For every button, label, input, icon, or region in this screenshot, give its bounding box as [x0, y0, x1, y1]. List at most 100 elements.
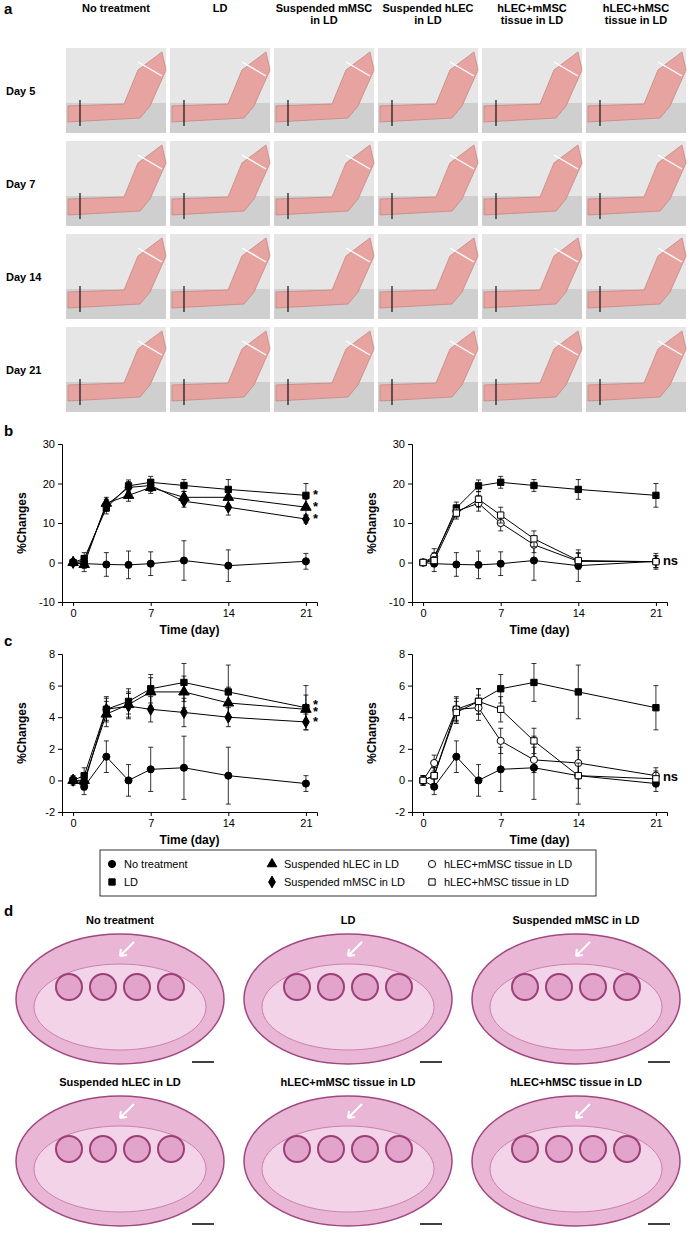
bone [546, 974, 572, 1000]
photo-background [586, 234, 686, 319]
error-bar [653, 771, 658, 787]
marker [420, 559, 426, 565]
tick: -10 [389, 596, 412, 608]
error-bar [104, 499, 109, 511]
legend-label: Suspended hLEC in LD [284, 858, 399, 870]
error-bar [531, 531, 536, 547]
histology-image [16, 1096, 224, 1226]
photo [66, 141, 166, 226]
tick-mark [408, 563, 412, 564]
error-bar [653, 556, 658, 568]
tick: 2 [399, 743, 412, 755]
series-line [423, 503, 656, 562]
photo-background [170, 141, 270, 226]
column-header: hLEC+hMSCtissue in LD [603, 2, 669, 26]
tick-mark [306, 812, 307, 816]
marker [145, 686, 156, 695]
marker [531, 738, 537, 744]
tick-label: 0 [71, 607, 77, 619]
x-axis-title: Time (day) [510, 623, 570, 637]
photo [170, 234, 270, 319]
error-bar [82, 556, 87, 572]
tissue-section [472, 1096, 680, 1226]
photo-background [378, 141, 478, 226]
marker [147, 766, 154, 773]
tick-label: 21 [300, 817, 312, 829]
marker [475, 561, 482, 568]
arrow-leg [554, 62, 578, 76]
histology-image [472, 1096, 680, 1226]
arrow-paw [79, 100, 80, 126]
scale-bar [420, 1061, 442, 1063]
plot-area [420, 663, 660, 804]
arrow [576, 1104, 590, 1118]
arrow-paw [599, 379, 600, 405]
tissue-section [16, 934, 224, 1064]
tick-label: 20 [43, 478, 55, 490]
tick-mark [501, 812, 502, 816]
tick-mark [501, 602, 502, 606]
tick: 8 [49, 648, 62, 660]
tick-label: 8 [399, 648, 405, 660]
marker [575, 558, 582, 565]
series-line [423, 708, 656, 781]
tick: 14 [573, 602, 585, 619]
histology-image [472, 934, 680, 1064]
tick-label: 2 [399, 743, 405, 755]
photo-background [586, 141, 686, 226]
tick: 4 [399, 711, 412, 723]
limb [68, 238, 166, 308]
photo-background [482, 48, 582, 133]
x-axis: 071421 [63, 602, 318, 619]
marker [103, 703, 110, 715]
arrow [120, 1104, 134, 1118]
series-line [73, 692, 306, 780]
marker [575, 772, 582, 779]
tick-mark [578, 812, 579, 816]
tick-mark [58, 812, 62, 813]
limb [380, 331, 478, 401]
arrow-paw [495, 100, 496, 126]
bone [386, 1136, 412, 1162]
tick-mark [408, 686, 412, 687]
scale-bar [648, 1223, 670, 1225]
y-axis: -100102030 [389, 438, 412, 608]
tissue-section [244, 1096, 452, 1226]
photo [482, 141, 582, 226]
limb [68, 52, 166, 122]
chart: 071421-202468Time (day)%Changes*** [15, 648, 319, 847]
tick-label: 30 [393, 438, 405, 450]
tick-label: 14 [573, 817, 585, 829]
y-axis-title: %Changes [365, 492, 379, 554]
series-line [73, 706, 306, 783]
limb [484, 238, 582, 308]
tick: 21 [650, 602, 662, 619]
tick-label: 6 [399, 680, 405, 692]
row-label: Day 14 [6, 271, 42, 283]
bone [318, 1136, 344, 1162]
marker [475, 483, 481, 489]
error-bar [148, 480, 153, 492]
tick: 7 [498, 812, 504, 829]
bone [56, 974, 82, 1000]
tick-mark [408, 523, 412, 524]
arrow-paw [287, 100, 288, 126]
arrow [348, 942, 362, 956]
marker [103, 753, 110, 760]
marker [575, 557, 581, 563]
tick-mark [656, 812, 657, 816]
photo-background [66, 141, 166, 226]
photo [586, 48, 686, 133]
marker [453, 561, 460, 568]
arrow-paw [391, 193, 392, 219]
marker [420, 777, 427, 784]
tick: 20 [393, 478, 412, 490]
marker [103, 499, 110, 511]
tick-label: 6 [49, 680, 55, 692]
y-axis: -100102030 [39, 438, 62, 608]
tick-label: 21 [300, 607, 312, 619]
photo-background [170, 234, 270, 319]
error-bar [303, 714, 308, 730]
image-title: hLEC+hMSC tissue in LD [510, 1076, 642, 1088]
bone [158, 1136, 184, 1162]
